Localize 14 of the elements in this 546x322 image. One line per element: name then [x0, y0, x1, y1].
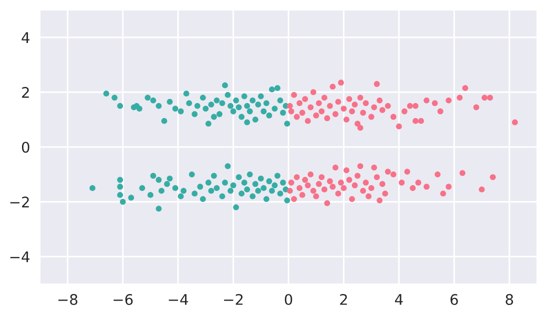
x-tick-label: −4 — [168, 294, 188, 305]
y-tick-label: 4 — [22, 32, 30, 43]
x-tick-label: 6 — [450, 294, 458, 306]
x-tick-label: −8 — [58, 294, 78, 306]
x-tick-label: 0 — [284, 294, 292, 306]
x-tick-label: 2 — [340, 294, 347, 305]
y-tick-label: 2 — [22, 86, 29, 98]
y-tick-label: 0 — [22, 142, 30, 153]
x-tick-label: 8 — [506, 294, 514, 306]
x-tick-label: −6 — [114, 294, 133, 306]
y-tick-label: −2 — [10, 196, 29, 208]
x-tick-label: −2 — [224, 294, 243, 305]
x-tick-label: 4 — [395, 294, 403, 305]
y-tick-label: −4 — [10, 252, 30, 262]
